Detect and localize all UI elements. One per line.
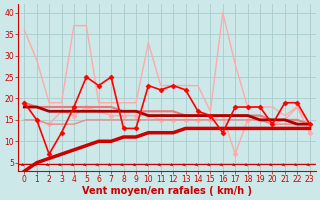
- X-axis label: Vent moyen/en rafales ( km/h ): Vent moyen/en rafales ( km/h ): [82, 186, 252, 196]
